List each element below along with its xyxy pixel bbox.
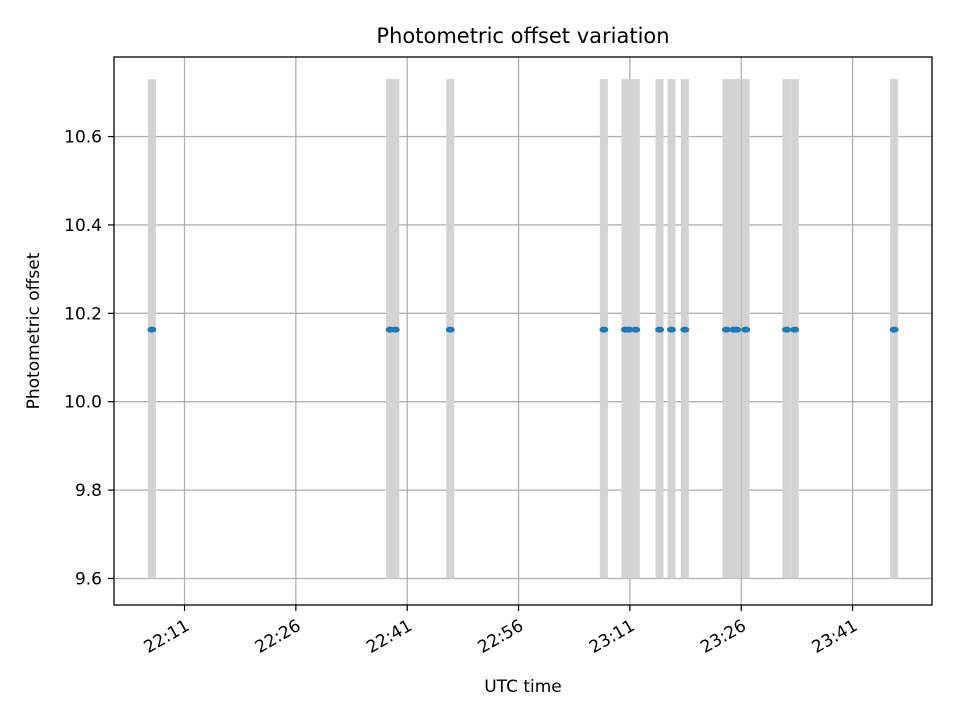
data-point: [680, 326, 690, 333]
x-tick-label: 22:41: [363, 616, 415, 658]
data-point: [732, 326, 742, 333]
data-point: [147, 326, 157, 333]
data-point: [390, 326, 400, 333]
x-tick-label: 22:26: [252, 616, 304, 658]
plot-area-frame: [113, 56, 933, 606]
x-tick-label: 22:56: [475, 616, 527, 658]
x-tick-label: 23:11: [586, 616, 638, 658]
data-point: [889, 326, 899, 333]
data-point: [666, 326, 676, 333]
x-tick-label: 23:41: [809, 616, 861, 658]
data-point: [655, 326, 665, 333]
data-point: [782, 326, 792, 333]
y-tick-label: 9.8: [75, 481, 102, 501]
data-point: [741, 326, 751, 333]
data-point: [721, 326, 731, 333]
y-tick-label: 9.6: [75, 569, 102, 589]
data-point: [624, 326, 634, 333]
chart-title: Photometric offset variation: [376, 24, 669, 48]
grid-lines: [114, 57, 932, 605]
data-point: [631, 326, 641, 333]
y-tick-label: 10.6: [64, 128, 102, 148]
y-axis-label: Photometric offset: [24, 252, 44, 409]
data-point: [599, 326, 609, 333]
y-tick-label: 10.2: [64, 304, 102, 324]
y-tick-label: 10.0: [64, 393, 102, 413]
y-tick-label: 10.4: [64, 216, 102, 236]
y-axis-ticks: 9.6 9.8 10.0 10.2 10.4 10.6: [64, 128, 114, 589]
data-point: [790, 326, 800, 333]
x-axis-ticks: 22:11 22:26 22:41 22:56 23:11 23:26 23:41: [141, 605, 861, 658]
data-point: [445, 326, 455, 333]
x-axis-label: UTC time: [484, 677, 562, 697]
x-tick-label: 22:11: [141, 616, 193, 658]
data-points: [147, 326, 899, 333]
x-tick-label: 23:26: [697, 616, 749, 658]
